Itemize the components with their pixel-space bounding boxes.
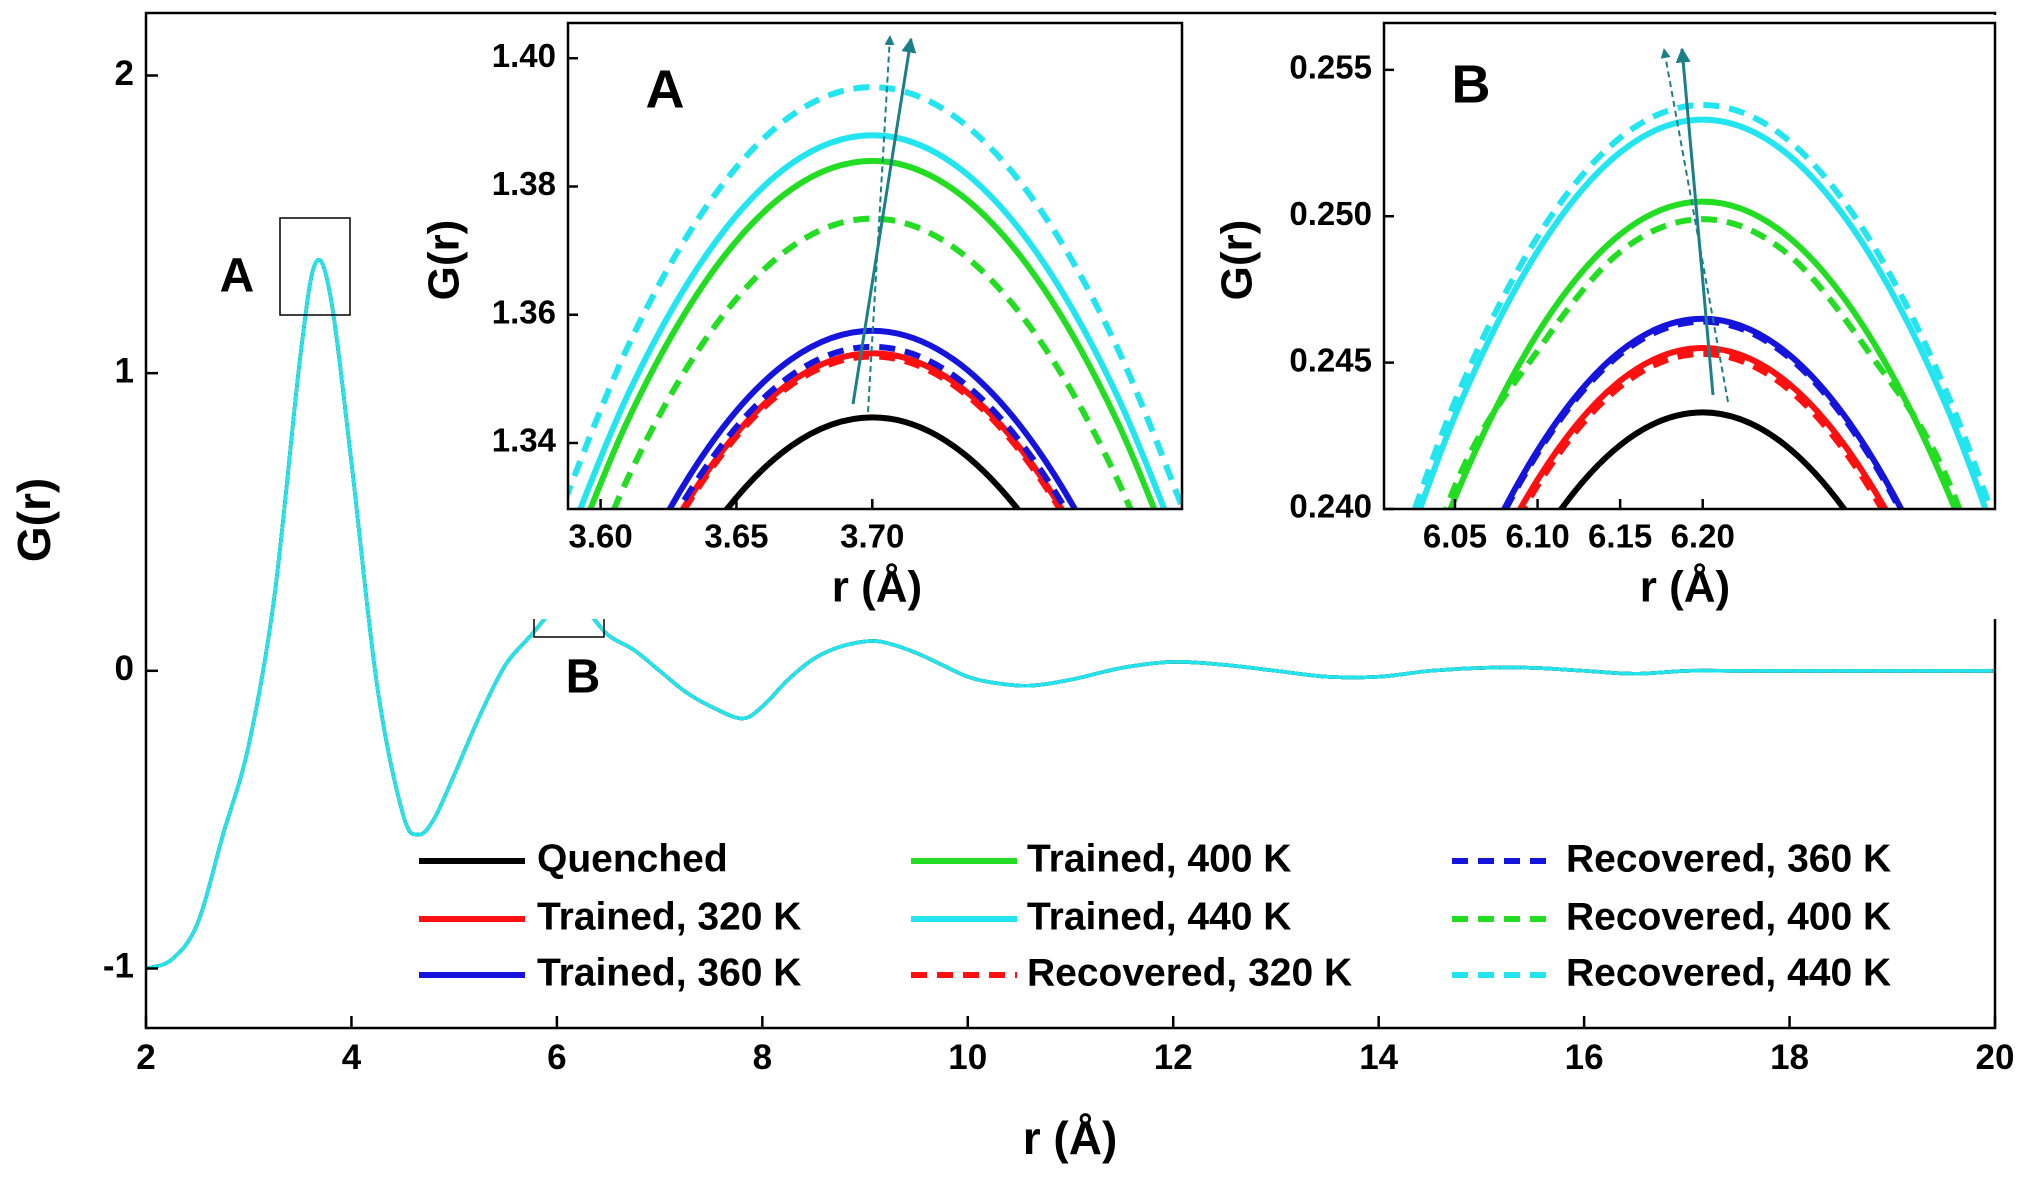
y-tick-label: 1.36 <box>492 293 556 330</box>
inset-a: 3.60 3.65 3.70 1.34 1.36 1.38 1.40 r (Å) G(r) A <box>420 15 1186 619</box>
arrow <box>851 37 917 405</box>
y-tick-label: 0.245 <box>1289 341 1372 378</box>
series-line <box>1516 344 1889 509</box>
series-line <box>568 84 1182 509</box>
arrow <box>867 35 895 413</box>
series-line <box>577 132 1168 509</box>
x-tick-label: 10 <box>948 1038 987 1077</box>
y-tick-label: 1.40 <box>492 37 556 74</box>
y-tick-label: 0 <box>115 649 134 688</box>
y-tick-label: -1 <box>103 947 134 986</box>
series-line <box>146 258 1995 971</box>
y-tick-label: 1.38 <box>492 165 556 202</box>
inset-b: 6.05 6.10 6.15 6.20 0.240 0.245 0.250 0.255 r (Å… <box>1213 15 2005 619</box>
legend: Quenched Trained, 320 K Trained, 360 K Trai… <box>419 837 1891 994</box>
series-line <box>1411 101 1994 509</box>
plot-frame <box>566 21 1184 511</box>
annotation: B <box>566 651 601 704</box>
inset-background <box>473 15 1186 619</box>
x-tick-label: 4 <box>342 1038 362 1077</box>
y-axis-label: G(r) <box>1213 220 1262 301</box>
legend-label: Recovered, 320 K <box>1027 951 1352 994</box>
arrow <box>1675 47 1715 396</box>
series-line <box>1500 315 1905 509</box>
legend-label: Recovered, 360 K <box>1566 837 1891 880</box>
x-tick-label: 14 <box>1359 1038 1398 1077</box>
x-tick-label: 18 <box>1770 1038 1809 1077</box>
x-tick-label: 6 <box>547 1038 566 1077</box>
inset-background <box>1263 15 2005 619</box>
series-group <box>146 258 1995 971</box>
y-axis-label: G(r) <box>420 220 469 301</box>
inset-label: B <box>1452 54 1491 114</box>
region-box <box>279 217 351 316</box>
x-tick-label: 3.60 <box>568 517 632 554</box>
legend-label: Trained, 400 K <box>1027 837 1291 880</box>
legend-label: Trained, 440 K <box>1027 895 1291 938</box>
x-axis-label: r (Å) <box>1023 1112 1118 1164</box>
y-axis-label: G(r) <box>8 478 60 562</box>
x-tick-label: 6.20 <box>1671 517 1735 554</box>
series-line <box>1557 409 1848 509</box>
inset-label: A <box>646 59 685 119</box>
x-axis-label: r (Å) <box>1640 563 1730 612</box>
series-line <box>1416 116 1989 509</box>
x-tick-label: 20 <box>1976 1038 2015 1077</box>
x-tick-label: 6.10 <box>1505 517 1569 554</box>
x-tick-label: 6.15 <box>1588 517 1652 554</box>
y-tick-label: 0.255 <box>1289 49 1372 86</box>
legend-label: Trained, 360 K <box>537 951 801 994</box>
y-tick-label: 0.240 <box>1289 488 1372 525</box>
y-tick-label: 1 <box>115 351 134 390</box>
legend-label: Trained, 320 K <box>537 895 801 938</box>
y-tick-label: 1.34 <box>492 422 557 459</box>
series-line <box>610 215 1134 509</box>
y-tick-label: 2 <box>115 54 134 93</box>
x-axis-label: r (Å) <box>832 563 922 612</box>
series-line <box>679 350 1066 509</box>
annotation: A <box>220 250 255 303</box>
legend-label: Recovered, 440 K <box>1566 951 1891 994</box>
legend-label: Quenched <box>537 837 728 880</box>
series-line <box>1447 198 1959 509</box>
plot-frame <box>1382 21 1997 511</box>
x-tick-label: 16 <box>1565 1038 1604 1077</box>
series-line <box>587 157 1158 509</box>
x-tick-label: 3.65 <box>704 517 768 554</box>
x-tick-label: 3.70 <box>840 517 904 554</box>
x-tick-label: 6.05 <box>1423 517 1487 554</box>
x-tick-label: 12 <box>1154 1038 1193 1077</box>
x-tick-label: 8 <box>753 1038 772 1077</box>
series-line <box>1442 216 1963 509</box>
series-line <box>723 414 1022 509</box>
y-tick-label: 0.250 <box>1289 195 1372 232</box>
x-tick-label: 2 <box>136 1038 155 1077</box>
series-group <box>1411 101 1994 509</box>
legend-label: Recovered, 400 K <box>1566 895 1891 938</box>
